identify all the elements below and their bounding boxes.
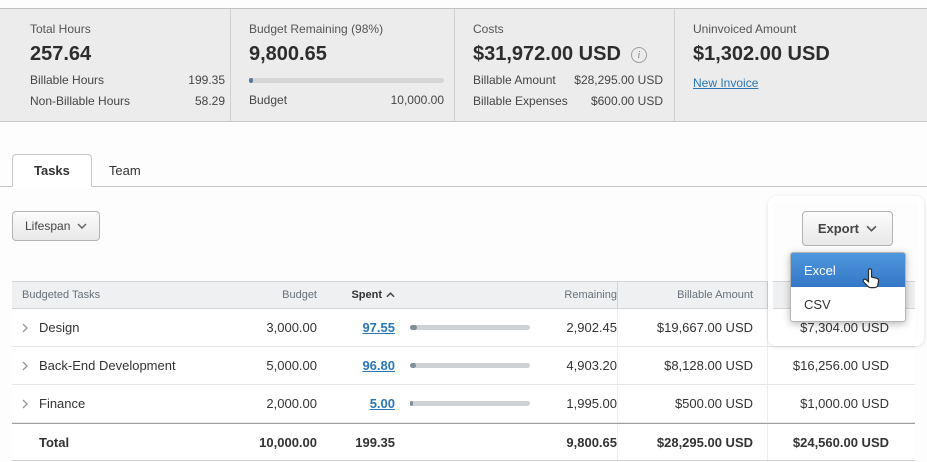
chevron-down-icon <box>77 223 87 229</box>
billable-expenses-value: $600.00 USD <box>590 94 663 108</box>
chevron-up-sort-icon <box>386 292 395 298</box>
card-title: Uninvoiced Amount <box>693 22 797 36</box>
total-hours-value: 257.64 <box>30 43 92 65</box>
header-spent-label: Spent <box>351 289 382 301</box>
remaining-cell: 4,903.20 <box>566 358 617 373</box>
total-remaining-cell: 9,800.65 <box>566 434 617 450</box>
total-billable-cell: $28,295.00 USD <box>617 424 767 460</box>
spent-link[interactable]: 96.80 <box>362 358 395 373</box>
budget-cell: 3,000.00 <box>266 320 317 335</box>
chevron-right-icon[interactable] <box>22 361 28 371</box>
total-hours-card: Total Hours 257.64 Billable Hours 199.35… <box>12 9 231 121</box>
header-billable-amount[interactable]: Billable Amount <box>617 282 767 308</box>
table-row-design: Design 3,000.00 97.55 2,902.45 $19,667.0… <box>12 309 915 347</box>
spent-link[interactable]: 97.55 <box>362 320 395 335</box>
total-label: Total <box>39 434 70 450</box>
header-hidden-column[interactable] <box>767 282 915 308</box>
total-spent-cell: 199.35 <box>355 434 395 450</box>
budget-progress-bar <box>249 78 444 83</box>
header-budgeted-tasks: Budgeted Tasks <box>22 289 101 301</box>
table-row-backend: Back-End Development 5,000.00 96.80 4,90… <box>12 347 915 385</box>
task-name[interactable]: Finance <box>39 396 86 411</box>
tab-tasks[interactable]: Tasks <box>12 154 92 187</box>
budget-cell: 2,000.00 <box>266 396 317 411</box>
spent-progress-fill <box>410 363 416 368</box>
budget-cell: 5,000.00 <box>266 358 317 373</box>
summary-panel: Total Hours 257.64 Billable Hours 199.35… <box>0 8 927 122</box>
chevron-right-icon[interactable] <box>22 323 28 333</box>
export-label: Export <box>817 221 859 236</box>
billable-hours-value: 199.35 <box>188 73 225 87</box>
header-bar-spacer <box>402 282 542 308</box>
header-spent-sort[interactable]: Spent <box>351 289 395 301</box>
tab-bar: Tasks Team <box>0 154 927 187</box>
spent-progress-bar <box>410 325 530 330</box>
lifespan-label: Lifespan <box>25 219 71 233</box>
nonbillable-hours-label: Non-Billable Hours <box>30 94 131 108</box>
budget-remaining-card: Budget Remaining (98%) 9,800.65 Budget 1… <box>231 9 455 121</box>
header-remaining[interactable]: Remaining <box>564 289 617 301</box>
table-row-finance: Finance 2,000.00 5.00 1,995.00 $500.00 U… <box>12 385 915 423</box>
menu-item-excel[interactable]: Excel <box>791 253 905 287</box>
billable-amount-label: Billable Amount <box>473 73 556 87</box>
card-title: Costs <box>473 22 504 36</box>
remaining-cell: 2,902.45 <box>566 320 617 335</box>
tab-team[interactable]: Team <box>108 163 141 178</box>
nonbillable-hours-value: 58.29 <box>194 94 225 108</box>
new-invoice-link[interactable]: New Invoice <box>693 76 759 90</box>
export-dropdown-button[interactable]: Export <box>801 211 893 246</box>
costs-value: $31,972.00 USD <box>473 43 621 65</box>
uninvoiced-amount-card: Uninvoiced Amount $1,302.00 USD New Invo… <box>675 9 915 121</box>
costs-card: Costs $31,972.00 USD i Billable Amount $… <box>455 9 675 121</box>
menu-item-csv[interactable]: CSV <box>804 296 831 312</box>
billable-amount-cell: $19,667.00 USD <box>617 309 767 346</box>
chevron-right-icon[interactable] <box>22 399 28 409</box>
total-amount-cell: $24,560.00 USD <box>767 424 915 460</box>
spent-progress-bar <box>410 363 530 368</box>
card-title: Total Hours <box>30 22 91 36</box>
remaining-cell: 1,995.00 <box>566 396 617 411</box>
lifespan-dropdown-button[interactable]: Lifespan <box>12 211 101 241</box>
amount-cell: $16,256.00 USD <box>767 347 915 384</box>
budget-total-value: 10,000.00 <box>390 93 444 107</box>
amount-cell: $1,000.00 USD <box>767 385 915 422</box>
info-icon[interactable]: i <box>630 46 647 63</box>
header-budget[interactable]: Budget <box>282 289 317 301</box>
toolbar: Lifespan Export <box>12 211 915 255</box>
task-name[interactable]: Design <box>39 320 80 335</box>
billable-amount-value: $28,295.00 USD <box>574 73 663 87</box>
billable-expenses-label: Billable Expenses <box>473 94 568 108</box>
amount-cell: $7,304.00 USD <box>767 309 915 346</box>
budget-progress-fill <box>249 78 253 83</box>
billable-amount-cell: $500.00 USD <box>617 385 767 422</box>
card-title: Budget Remaining (98%) <box>249 22 384 36</box>
chevron-down-icon <box>866 225 877 232</box>
budget-remaining-value: 9,800.65 <box>249 43 327 65</box>
spent-progress-fill <box>410 401 413 406</box>
billable-amount-cell: $8,128.00 USD <box>617 347 767 384</box>
task-name[interactable]: Back-End Development <box>39 358 176 373</box>
budgeted-tasks-table: Budgeted Tasks Budget Spent Remaining Bi… <box>12 281 915 461</box>
uninvoiced-amount-value: $1,302.00 USD <box>693 43 830 65</box>
table-total-row: Total 10,000.00 199.35 9,800.65 $28,295.… <box>12 423 915 461</box>
spent-progress-bar <box>410 401 530 406</box>
total-budget-cell: 10,000.00 <box>259 434 317 450</box>
table-header-row: Budgeted Tasks Budget Spent Remaining Bi… <box>12 281 915 309</box>
billable-hours-label: Billable Hours <box>30 73 105 87</box>
export-dropdown-menu: Excel CSV <box>790 252 906 322</box>
budget-label: Budget <box>249 93 288 107</box>
spent-link[interactable]: 5.00 <box>369 396 395 411</box>
spent-progress-fill <box>410 325 418 330</box>
